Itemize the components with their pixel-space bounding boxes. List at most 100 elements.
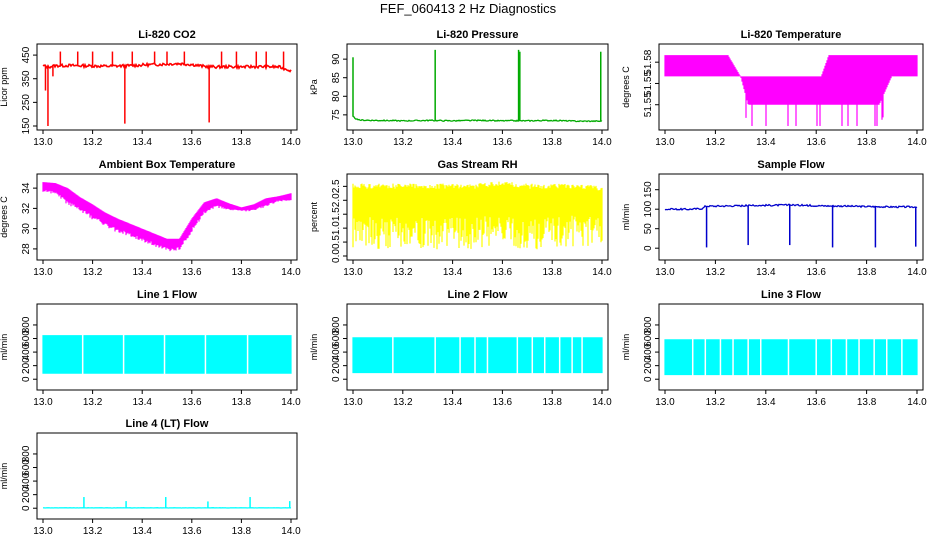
plot-frame [36,173,298,261]
chart-title: Line 4 (LT) Flow [126,418,209,430]
y-tick-label: 0.5 [331,235,342,249]
x-tick-label: 13.8 [542,397,562,408]
x-tick-label: 13.8 [542,137,562,148]
plot-frame [36,303,298,391]
x-tick-label: 14.0 [592,397,612,408]
y-tick-label: 34 [21,182,32,194]
x-tick-label: 13.6 [182,267,202,278]
x-tick-label: 13.6 [806,267,826,278]
y-tick-label: 75 [331,109,342,121]
y-tick-label: 250 [21,94,32,111]
x-tick-label: 14.0 [907,137,927,148]
y-tick-label: 0 [21,376,32,382]
y-tick-label: 0 [643,245,654,251]
y-tick-label: 150 [643,181,654,198]
y-tick-label: 600 [331,330,342,347]
data-band [352,337,603,374]
x-tick-label: 13.2 [706,137,726,148]
x-tick-label: 13.0 [343,267,363,278]
y-tick-label: 28 [21,243,32,255]
x-tick-label: 13.0 [343,137,363,148]
x-tick-label: 13.6 [493,137,513,148]
y-tick-label: 2.5 [331,179,342,193]
x-tick-label: 14.0 [592,267,612,278]
chart-title: Gas Stream RH [437,159,517,171]
y-tick-label: 600 [21,330,32,347]
x-tick-label: 13.0 [655,267,675,278]
plot-frame [346,173,609,261]
x-tick-label: 13.4 [443,397,463,408]
x-tick-label: 14.0 [281,526,301,537]
chart-title: Li-820 Pressure [437,29,519,41]
x-tick-label: 13.8 [232,267,252,278]
x-tick-label: 13.4 [132,137,152,148]
x-tick-label: 13.4 [443,137,463,148]
y-tick-label: 0 [643,376,654,382]
y-tick-label: 30 [21,223,32,235]
x-tick-label: 14.0 [592,137,612,148]
x-tick-label: 13.0 [33,526,53,537]
x-tick-label: 13.2 [83,267,103,278]
x-tick-label: 14.0 [907,397,927,408]
x-tick-label: 14.0 [281,397,301,408]
y-tick-label: 50 [643,223,654,235]
y-axis-label: percent [309,201,319,232]
y-tick-label: 0 [331,376,342,382]
x-tick-label: 13.6 [182,397,202,408]
y-tick-label: 450 [21,46,32,63]
x-tick-label: 14.0 [281,267,301,278]
y-tick-label: 200 [21,357,32,374]
x-tick-label: 13.6 [806,137,826,148]
plot-frame [658,303,924,391]
x-tick-label: 13.6 [182,526,202,537]
data-series-line [352,115,603,123]
x-tick-label: 13.0 [655,137,675,148]
chart-title: Ambient Box Temperature [99,159,236,171]
y-axis-label: ml/min [0,334,9,361]
x-tick-label: 13.4 [132,397,152,408]
x-tick-label: 13.4 [132,267,152,278]
y-tick-label: 80 [331,90,342,102]
x-tick-label: 13.0 [33,137,53,148]
x-tick-label: 13.6 [493,397,513,408]
plot-frame [658,173,924,261]
x-tick-label: 14.0 [907,267,927,278]
y-tick-label: 400 [331,343,342,360]
x-tick-label: 13.4 [756,137,776,148]
x-tick-label: 13.4 [443,267,463,278]
x-tick-label: 13.2 [83,137,103,148]
y-tick-label: 400 [21,472,32,489]
chart-title: Li-820 CO2 [138,29,195,41]
x-tick-label: 13.8 [857,267,877,278]
chart-title: Line 1 Flow [137,289,197,301]
x-tick-label: 13.8 [232,137,252,148]
chart-title: Li-820 Temperature [741,29,842,41]
y-axis-label: ml/min [621,334,631,361]
y-tick-label: 85 [331,72,342,84]
y-tick-label: 800 [21,316,32,333]
y-tick-label: 1.5 [331,207,342,221]
x-tick-label: 13.4 [756,267,776,278]
y-tick-label: 90 [331,53,342,65]
y-tick-label: 400 [21,343,32,360]
y-tick-label: 800 [643,316,654,333]
x-tick-label: 13.2 [706,397,726,408]
x-tick-label: 13.6 [182,137,202,148]
y-tick-label: 51.55 [643,92,654,117]
y-axis-label: kPa [309,79,319,95]
figure-title: FEF_060413 2 Hz Diagnostics [379,1,557,16]
x-tick-label: 13.8 [232,526,252,537]
y-axis-label: ml/min [309,334,319,361]
x-tick-label: 13.2 [83,526,103,537]
y-axis-label: ml/min [0,463,9,490]
data-series-line [42,61,292,73]
y-axis-label: ml/min [621,204,631,231]
x-tick-label: 13.0 [33,397,53,408]
x-tick-label: 13.0 [33,267,53,278]
y-tick-label: 600 [21,459,32,476]
data-band [42,335,292,374]
data-band [664,339,918,376]
y-tick-label: 100 [643,200,654,217]
y-tick-label: 200 [331,357,342,374]
